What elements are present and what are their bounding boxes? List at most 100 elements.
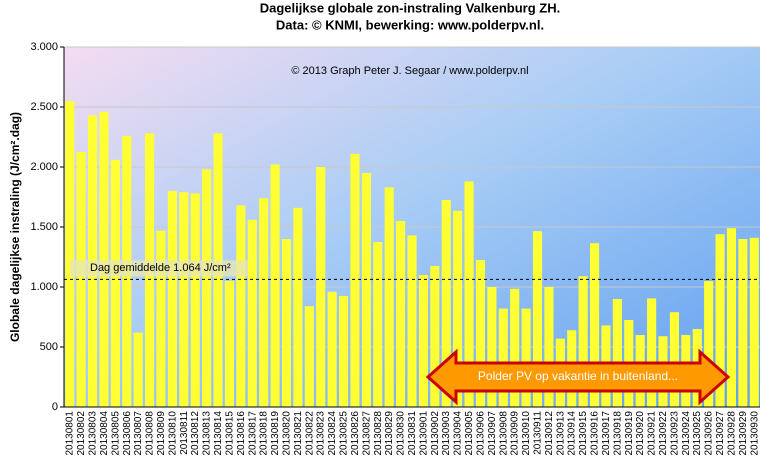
bar xyxy=(65,101,75,407)
bar xyxy=(156,230,166,407)
y-tick-label: 500 xyxy=(40,341,58,353)
x-tick-label: 20130826 xyxy=(350,411,361,456)
bar xyxy=(247,219,257,407)
x-tick-label: 20130911 xyxy=(533,411,544,455)
bar xyxy=(715,234,725,407)
x-tick-label: 20130813 xyxy=(202,411,213,456)
x-tick-label: 20130906 xyxy=(475,411,486,456)
x-tick-label: 20130904 xyxy=(453,411,464,456)
x-tick-label: 20130831 xyxy=(407,411,418,456)
x-tick-label: 20130811 xyxy=(179,411,190,455)
bar xyxy=(202,169,212,407)
bar xyxy=(647,298,657,407)
copyright: © 2013 Graph Peter J. Segaar / www.polde… xyxy=(291,65,528,77)
x-tick-label: 20130905 xyxy=(464,411,475,456)
x-tick-label: 20130817 xyxy=(247,411,258,456)
x-tick-label: 20130823 xyxy=(316,411,327,456)
bar xyxy=(99,111,109,408)
x-tick-label: 20130828 xyxy=(373,411,384,456)
x-tick-label: 20130803 xyxy=(88,411,99,456)
x-tick-label: 20130827 xyxy=(361,411,372,456)
x-tick-label: 20130825 xyxy=(339,411,350,456)
x-tick-label: 20130812 xyxy=(190,411,201,456)
x-tick-label: 20130918 xyxy=(612,411,623,456)
bar xyxy=(224,281,235,407)
x-tick-label: 20130807 xyxy=(133,411,144,456)
x-tick-label: 20130917 xyxy=(601,411,612,456)
x-tick-label: 20130915 xyxy=(578,411,589,456)
bar xyxy=(110,159,120,407)
x-tick-label: 20130821 xyxy=(293,411,304,456)
x-tick-label: 20130920 xyxy=(635,411,646,456)
bar xyxy=(316,167,326,407)
bar xyxy=(532,231,543,407)
chart-subtitle: Data: © KNMI, bewerking: www.polderpv.nl… xyxy=(276,17,544,32)
x-tick-label: 20130930 xyxy=(749,411,760,456)
x-tick-label: 20130810 xyxy=(167,411,178,456)
bar xyxy=(396,221,406,407)
x-tick-label: 20130804 xyxy=(99,411,110,456)
bar xyxy=(179,192,189,407)
bar xyxy=(430,266,440,407)
bar xyxy=(373,242,383,407)
annotation-arrow xyxy=(425,348,731,406)
x-tick-label: 20130927 xyxy=(715,411,726,456)
x-tick-label: 20130814 xyxy=(213,411,224,456)
x-tick-label: 20130921 xyxy=(647,411,658,456)
bar xyxy=(487,287,497,407)
bar xyxy=(418,275,428,407)
bar xyxy=(338,296,349,407)
bar xyxy=(510,288,520,407)
bar xyxy=(407,235,417,407)
y-tick-label: 0 xyxy=(52,401,58,413)
y-tick-label: 2.500 xyxy=(30,101,58,113)
x-tick-label: 20130914 xyxy=(567,411,578,456)
bar xyxy=(167,191,177,407)
x-tick-label: 20130924 xyxy=(681,411,692,456)
x-tick-label: 20130910 xyxy=(521,411,532,456)
x-tick-label: 20130818 xyxy=(259,411,270,456)
annotation: Polder PV op vakantie in buitenland... xyxy=(478,369,678,383)
x-tick-label: 20130909 xyxy=(510,411,521,456)
bar xyxy=(498,308,508,407)
bar xyxy=(669,312,679,407)
y-axis-label: Globale dagelijkse instraling (J/cm².dag… xyxy=(8,112,22,342)
bar xyxy=(521,308,531,407)
bar xyxy=(293,207,303,407)
x-tick-label: 20130819 xyxy=(270,411,281,456)
x-tick-label: 20130806 xyxy=(122,411,133,456)
x-tick-label: 20130923 xyxy=(669,411,680,456)
average-label-bg xyxy=(70,260,248,277)
bar xyxy=(384,187,394,407)
x-tick-label: 20130901 xyxy=(418,411,429,456)
bar xyxy=(190,193,200,407)
y-tick-label: 1.500 xyxy=(30,221,58,233)
x-tick-label: 20130830 xyxy=(396,411,407,456)
bar xyxy=(259,198,269,407)
y-tick-label: 2.000 xyxy=(30,161,58,173)
x-tick-label: 20130808 xyxy=(145,411,156,456)
x-tick-label: 20130929 xyxy=(738,411,749,456)
bar xyxy=(589,243,600,407)
bar xyxy=(327,291,337,407)
x-tick-label: 20130912 xyxy=(544,411,555,456)
bar xyxy=(749,237,759,407)
x-tick-label: 20130925 xyxy=(692,411,703,456)
x-tick-label: 20130815 xyxy=(224,411,235,456)
x-tick-label: 20130829 xyxy=(384,411,395,456)
x-tick-label: 20130809 xyxy=(156,411,167,456)
x-tick-label: 20130801 xyxy=(65,411,76,456)
x-tick-label: 20130824 xyxy=(327,411,338,456)
bar xyxy=(544,287,554,407)
bar xyxy=(361,173,371,407)
x-tick-label: 20130908 xyxy=(498,411,509,456)
bar xyxy=(281,239,292,407)
bar xyxy=(578,276,588,407)
x-tick-label: 20130916 xyxy=(590,411,601,456)
x-tick-label: 20130903 xyxy=(441,411,452,456)
x-tick-label: 20130802 xyxy=(76,411,87,456)
x-tick-label: 20130816 xyxy=(236,411,247,456)
x-tick-label: 20130907 xyxy=(487,411,498,456)
chart-title: Dagelijkse globale zon-instraling Valken… xyxy=(260,0,561,15)
